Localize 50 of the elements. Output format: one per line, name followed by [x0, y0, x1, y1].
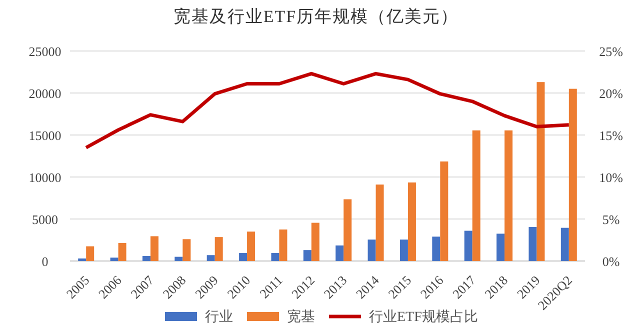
bar	[182, 239, 191, 261]
y-tick-label: 20000	[28, 86, 62, 101]
bar	[408, 182, 416, 261]
y-tick-label: 15000	[28, 128, 62, 143]
chart-title: 宽基及行业ETF历年规模（亿美元）	[173, 7, 459, 26]
bar	[440, 161, 448, 261]
bar	[86, 246, 94, 261]
y2-tick-label: 25%	[599, 44, 624, 59]
bar	[303, 250, 312, 261]
bar	[214, 237, 223, 261]
bar	[560, 228, 569, 261]
bar	[118, 242, 126, 261]
y2-tick-label: 5%	[602, 212, 620, 227]
bar	[174, 256, 183, 261]
bar	[110, 258, 118, 261]
bar	[536, 82, 545, 261]
legend-label: 行业ETF规模占比	[369, 309, 478, 325]
y2-tick-label: 15%	[599, 128, 624, 143]
bar	[472, 130, 480, 261]
x-tick-label: 2011	[256, 272, 286, 302]
legend-label: 宽基	[287, 309, 315, 325]
bar	[150, 236, 158, 261]
bar	[336, 245, 344, 261]
y2-tick-label: 20%	[599, 86, 624, 101]
bar	[432, 236, 440, 261]
bar	[368, 240, 376, 261]
bar	[206, 255, 215, 261]
bar	[496, 234, 505, 261]
bar	[568, 88, 577, 261]
y-tick-label: 25000	[28, 44, 62, 59]
legend-label: 行业	[205, 309, 233, 325]
bar	[311, 222, 320, 261]
bar	[344, 199, 352, 261]
bar	[504, 130, 513, 261]
y2-tick-label: 0%	[602, 254, 620, 269]
bar	[464, 230, 472, 261]
line-series	[84, 72, 571, 150]
bar	[376, 184, 384, 261]
bar	[247, 232, 256, 261]
bar	[528, 226, 537, 261]
y2-tick-label: 10%	[599, 170, 624, 185]
bar	[279, 230, 288, 261]
bar	[78, 258, 86, 261]
bar	[271, 253, 280, 261]
y-tick-label: 0	[42, 254, 48, 269]
y-tick-label: 10000	[28, 170, 62, 185]
bar	[142, 256, 150, 261]
bar	[239, 253, 248, 261]
y-tick-label: 5000	[32, 212, 58, 227]
bar	[400, 240, 408, 261]
